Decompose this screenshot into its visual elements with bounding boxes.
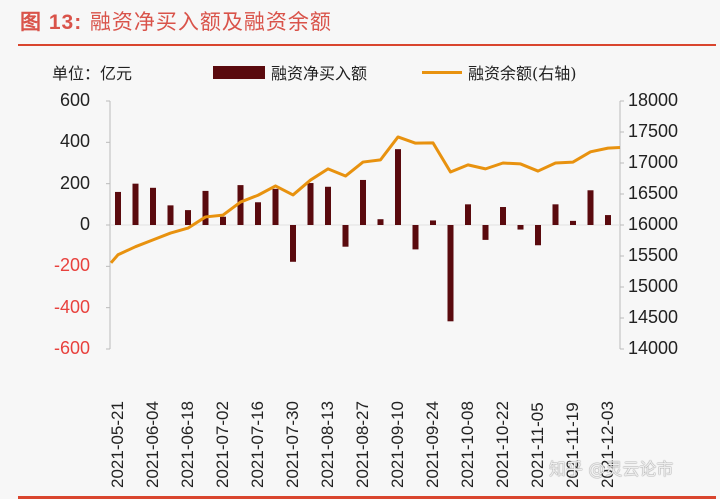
bar: [517, 225, 524, 230]
watermark: 知乎 @灵云论市: [549, 460, 674, 480]
x-axis-label: 2021-05-21: [108, 401, 127, 488]
legend-line-label: 融资余额(右轴): [468, 64, 577, 83]
right-axis-tick: 17500: [628, 121, 679, 141]
bar: [167, 205, 174, 225]
bar: [325, 186, 331, 225]
right-axis-tick: 18000: [628, 90, 679, 110]
bar-series: [115, 149, 611, 322]
legend-line-swatch: [422, 70, 462, 74]
bar: [132, 183, 139, 225]
bar: [482, 225, 489, 240]
right-axis-tick: 15000: [628, 276, 679, 296]
right-axis-tick: 16500: [628, 183, 679, 203]
bar: [552, 204, 559, 225]
x-axis-label: 2021-09-10: [388, 401, 407, 488]
bar: [377, 219, 384, 225]
left-axis-tick: -400: [53, 296, 90, 317]
legend-bar-label: 融资净买入额: [271, 64, 368, 83]
x-axis-label: 2021-10-22: [493, 401, 512, 488]
x-axis-label: 2021-06-04: [143, 401, 162, 488]
bar: [150, 187, 156, 225]
title-divider: [18, 44, 716, 46]
bar: [430, 220, 436, 225]
bar: [465, 204, 471, 225]
left-axis-tick: 600: [59, 90, 90, 110]
right-axis-tick: 14500: [628, 307, 679, 327]
bar: [255, 202, 261, 225]
bar: [587, 190, 594, 225]
right-axis-tick: 15500: [628, 245, 679, 265]
bar: [272, 188, 279, 225]
unit-label: 单位：亿元: [52, 64, 133, 83]
bar: [290, 225, 296, 262]
bar: [185, 210, 191, 225]
bar: [535, 225, 541, 246]
line-series: [109, 135, 621, 264]
x-axis-label: 2021-08-13: [318, 401, 337, 488]
bar: [605, 215, 611, 225]
x-axis-label: 2021-09-24: [423, 401, 442, 488]
bar: [395, 149, 401, 225]
legend-item-bar: 融资净买入额: [213, 60, 367, 84]
bar: [360, 179, 366, 225]
left-axis-tick: -600: [53, 338, 90, 358]
bar: [412, 225, 419, 250]
x-axis-label: 2021-10-08: [458, 401, 477, 488]
bar: [342, 225, 349, 247]
bar: [220, 216, 226, 225]
x-axis-label: 2021-07-30: [283, 401, 302, 488]
left-axis-tick: -200: [53, 255, 90, 276]
right-axis-tick: 17000: [628, 152, 679, 172]
figure-title: 图 13: 融资净买入额及融资余额: [20, 6, 332, 36]
bar: [115, 191, 121, 225]
x-axis-label: 2021-11-05: [528, 402, 547, 488]
bar: [570, 220, 576, 225]
figure-number: 图 13:: [20, 11, 83, 34]
legend-item-line: 融资余额(右轴): [422, 60, 577, 84]
left-axis-tick: 200: [59, 172, 90, 193]
right-axis-tick: 14000: [628, 338, 679, 358]
bar: [447, 225, 454, 322]
x-axis-label: 2021-07-16: [248, 401, 267, 488]
left-axis-tick: 0: [79, 214, 90, 234]
bar: [307, 183, 314, 225]
bar: [500, 207, 506, 225]
figure-title-text: 融资净买入额及融资余额: [89, 10, 332, 34]
bar: [237, 185, 244, 225]
legend-bar-swatch: [213, 65, 265, 79]
bottom-divider: [18, 496, 716, 499]
left-axis-tick: 400: [59, 131, 90, 152]
x-axis-label: 2021-07-02: [213, 401, 232, 488]
x-axis-label: 2021-08-27: [353, 401, 372, 488]
x-axis-label: 2021-06-18: [178, 401, 197, 488]
bar: [202, 190, 209, 225]
right-axis-tick: 16000: [628, 214, 679, 234]
